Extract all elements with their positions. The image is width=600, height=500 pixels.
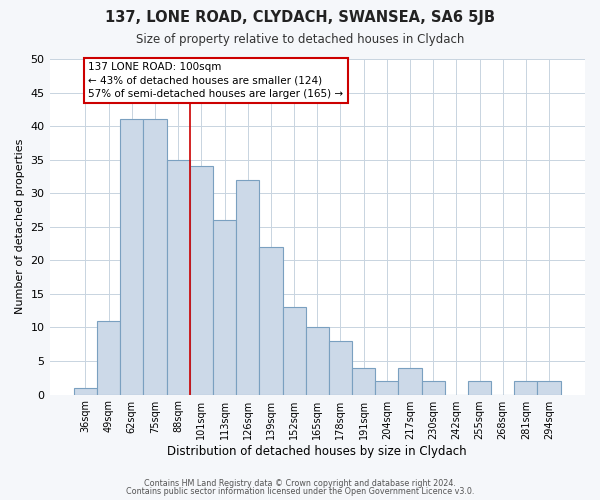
- Bar: [468, 381, 491, 394]
- Bar: [167, 160, 190, 394]
- Text: Size of property relative to detached houses in Clydach: Size of property relative to detached ho…: [136, 32, 464, 46]
- Bar: [213, 220, 236, 394]
- Bar: [514, 381, 538, 394]
- Bar: [352, 368, 375, 394]
- Bar: [398, 368, 422, 394]
- Bar: [97, 321, 120, 394]
- Bar: [375, 381, 398, 394]
- Bar: [259, 247, 283, 394]
- Bar: [74, 388, 97, 394]
- Bar: [422, 381, 445, 394]
- Bar: [538, 381, 560, 394]
- Bar: [120, 120, 143, 394]
- X-axis label: Distribution of detached houses by size in Clydach: Distribution of detached houses by size …: [167, 444, 467, 458]
- Text: Contains public sector information licensed under the Open Government Licence v3: Contains public sector information licen…: [126, 487, 474, 496]
- Text: 137 LONE ROAD: 100sqm
← 43% of detached houses are smaller (124)
57% of semi-det: 137 LONE ROAD: 100sqm ← 43% of detached …: [88, 62, 344, 99]
- Text: Contains HM Land Registry data © Crown copyright and database right 2024.: Contains HM Land Registry data © Crown c…: [144, 478, 456, 488]
- Bar: [190, 166, 213, 394]
- Bar: [283, 308, 305, 394]
- Y-axis label: Number of detached properties: Number of detached properties: [15, 139, 25, 314]
- Bar: [329, 341, 352, 394]
- Bar: [236, 180, 259, 394]
- Bar: [143, 120, 167, 394]
- Bar: [305, 328, 329, 394]
- Text: 137, LONE ROAD, CLYDACH, SWANSEA, SA6 5JB: 137, LONE ROAD, CLYDACH, SWANSEA, SA6 5J…: [105, 10, 495, 25]
